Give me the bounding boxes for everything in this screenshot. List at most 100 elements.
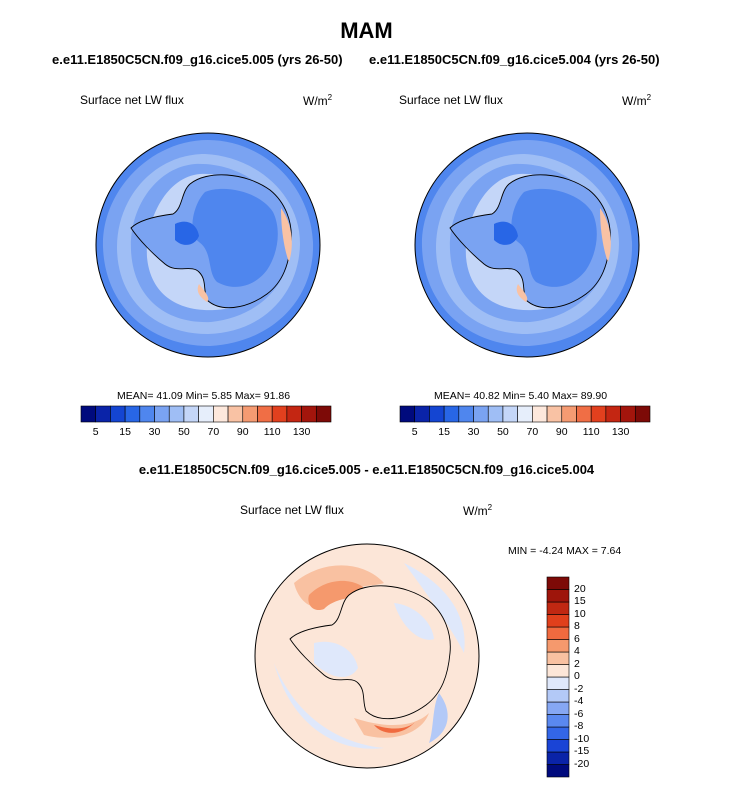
panel-2-polar-map <box>414 132 640 358</box>
panel-1-units: W/m2 <box>303 93 333 108</box>
colorbar-swatch <box>80 405 97 423</box>
colorbar-swatch <box>546 689 570 703</box>
panel-1-polar-map <box>95 132 321 358</box>
figure-title: MAM <box>340 18 393 43</box>
colorbar-swatch <box>399 405 416 423</box>
difference-title: e.e11.E1850C5CN.f09_g16.cice5.005 - e.e1… <box>138 462 595 477</box>
panel-1-antarctica <box>130 174 292 309</box>
colorbar-swatch <box>561 405 577 423</box>
colorbar-swatch <box>110 405 126 423</box>
colorbar-swatch <box>315 405 332 423</box>
panel-1-stats: MEAN= 41.09 Min= 5.85 Max= 91.86 <box>117 390 291 402</box>
colorbar-swatch <box>154 405 170 423</box>
panel-2-stats: MEAN= 40.82 Min= 5.40 Max= 89.90 <box>434 390 608 402</box>
colorbar-tick-label: 110 <box>263 426 281 438</box>
colorbar-swatch <box>546 664 570 678</box>
colorbar-swatch <box>183 405 199 423</box>
colorbar-tick-label: 50 <box>497 426 509 438</box>
colorbar-tick-label: 30 <box>467 426 480 438</box>
colorbar-tick-label: 15 <box>574 595 586 607</box>
colorbar-swatch <box>517 405 533 423</box>
colorbar-swatch <box>429 405 445 423</box>
colorbar-swatch <box>443 405 460 423</box>
colorbar-swatch <box>257 405 273 423</box>
colorbar-swatch <box>286 405 302 423</box>
difference-colorbar <box>546 576 570 778</box>
colorbar-swatch <box>473 405 489 423</box>
colorbar-swatch <box>546 751 570 765</box>
colorbar-tick-label: 70 <box>207 426 220 438</box>
difference-antarctica <box>289 585 451 720</box>
colorbar-swatch <box>227 405 244 423</box>
colorbar-swatch <box>605 405 621 423</box>
colorbar-swatch <box>620 405 636 423</box>
colorbar-swatch <box>546 701 570 715</box>
colorbar-swatch <box>414 405 430 423</box>
panel-1-label: Surface net LW flux <box>80 93 184 107</box>
colorbar-swatch <box>301 405 317 423</box>
colorbar-swatch <box>139 405 155 423</box>
colorbar-tick-label: 70 <box>526 426 539 438</box>
colorbar-tick-label: 15 <box>119 426 131 438</box>
colorbar-tick-label: -6 <box>574 707 584 720</box>
colorbar-swatch <box>271 405 288 423</box>
colorbar-swatch <box>532 405 548 423</box>
colorbar-tick-label: 2 <box>574 657 580 670</box>
colorbar-swatch <box>242 405 258 423</box>
left-subtitle: e.e11.E1850C5CN.f09_g16.cice5.005 (yrs 2… <box>52 52 343 67</box>
panel-2-antarctica <box>449 174 611 309</box>
colorbar-swatch <box>546 601 570 615</box>
difference-label: Surface net LW flux <box>240 503 344 517</box>
colorbar-swatch <box>576 405 592 423</box>
colorbar-tick-label: 6 <box>574 632 580 645</box>
colorbar-swatch <box>546 726 570 740</box>
colorbar-swatch <box>546 576 570 590</box>
colorbar-swatch <box>546 589 570 603</box>
colorbar-tick-label: -15 <box>574 745 590 757</box>
colorbar-swatch <box>634 405 651 423</box>
colorbar-tick-label: 50 <box>178 426 190 438</box>
panel-1-colorbar <box>80 405 332 423</box>
panel-2-units: W/m2 <box>622 93 652 108</box>
colorbar-swatch <box>546 626 570 640</box>
right-subtitle: e.e11.E1850C5CN.f09_g16.cice5.004 (yrs 2… <box>369 52 660 67</box>
colorbar-tick-label: 30 <box>148 426 161 438</box>
colorbar-swatch <box>168 405 185 423</box>
colorbar-tick-label: 20 <box>574 582 586 595</box>
colorbar-swatch <box>502 405 518 423</box>
colorbar-tick-label: 5 <box>411 426 418 438</box>
difference-polar-map <box>254 543 480 769</box>
panel-2-label: Surface net LW flux <box>399 93 503 107</box>
colorbar-swatch <box>487 405 504 423</box>
colorbar-tick-label: 10 <box>574 607 586 620</box>
colorbar-swatch <box>546 714 570 728</box>
colorbar-swatch <box>546 405 563 423</box>
colorbar-tick-label: 0 <box>574 670 580 682</box>
colorbar-swatch <box>546 676 570 690</box>
difference-units: W/m2 <box>463 503 493 518</box>
colorbar-tick-label: 110 <box>582 426 600 438</box>
colorbar-tick-label: 130 <box>292 426 311 438</box>
colorbar-tick-label: -4 <box>574 695 584 707</box>
colorbar-tick-label: 130 <box>611 426 630 438</box>
colorbar-swatch <box>546 764 570 778</box>
colorbar-swatch <box>124 405 141 423</box>
colorbar-tick-label: 8 <box>574 620 580 632</box>
colorbar-tick-label: 15 <box>438 426 450 438</box>
colorbar-swatch <box>458 405 474 423</box>
colorbar-tick-label: -20 <box>574 757 590 770</box>
colorbar-tick-label: 90 <box>555 426 568 438</box>
colorbar-tick-label: 90 <box>236 426 249 438</box>
colorbar-swatch <box>546 739 570 753</box>
colorbar-tick-label: -2 <box>574 682 584 695</box>
colorbar-swatch <box>546 614 570 628</box>
colorbar-tick-label: 4 <box>574 645 580 657</box>
colorbar-tick-label: -10 <box>574 732 590 745</box>
panel-2-colorbar <box>399 405 651 423</box>
difference-minmax: MIN = -4.24 MAX = 7.64 <box>508 545 622 557</box>
colorbar-swatch <box>546 639 570 653</box>
colorbar-tick-label: -8 <box>574 720 584 732</box>
colorbar-swatch <box>198 405 214 423</box>
colorbar-swatch <box>213 405 229 423</box>
colorbar-swatch <box>546 651 570 665</box>
